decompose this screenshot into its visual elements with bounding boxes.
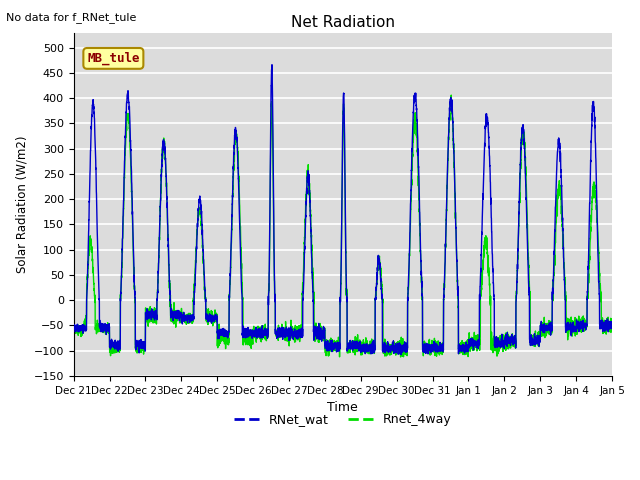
Text: MB_tule: MB_tule: [87, 52, 140, 65]
Legend: RNet_wat, Rnet_4way: RNet_wat, Rnet_4way: [229, 408, 456, 432]
Title: Net Radiation: Net Radiation: [291, 15, 395, 30]
Y-axis label: Solar Radiation (W/m2): Solar Radiation (W/m2): [15, 135, 28, 273]
X-axis label: Time: Time: [328, 401, 358, 414]
Text: No data for f_RNet_tule: No data for f_RNet_tule: [6, 12, 137, 23]
